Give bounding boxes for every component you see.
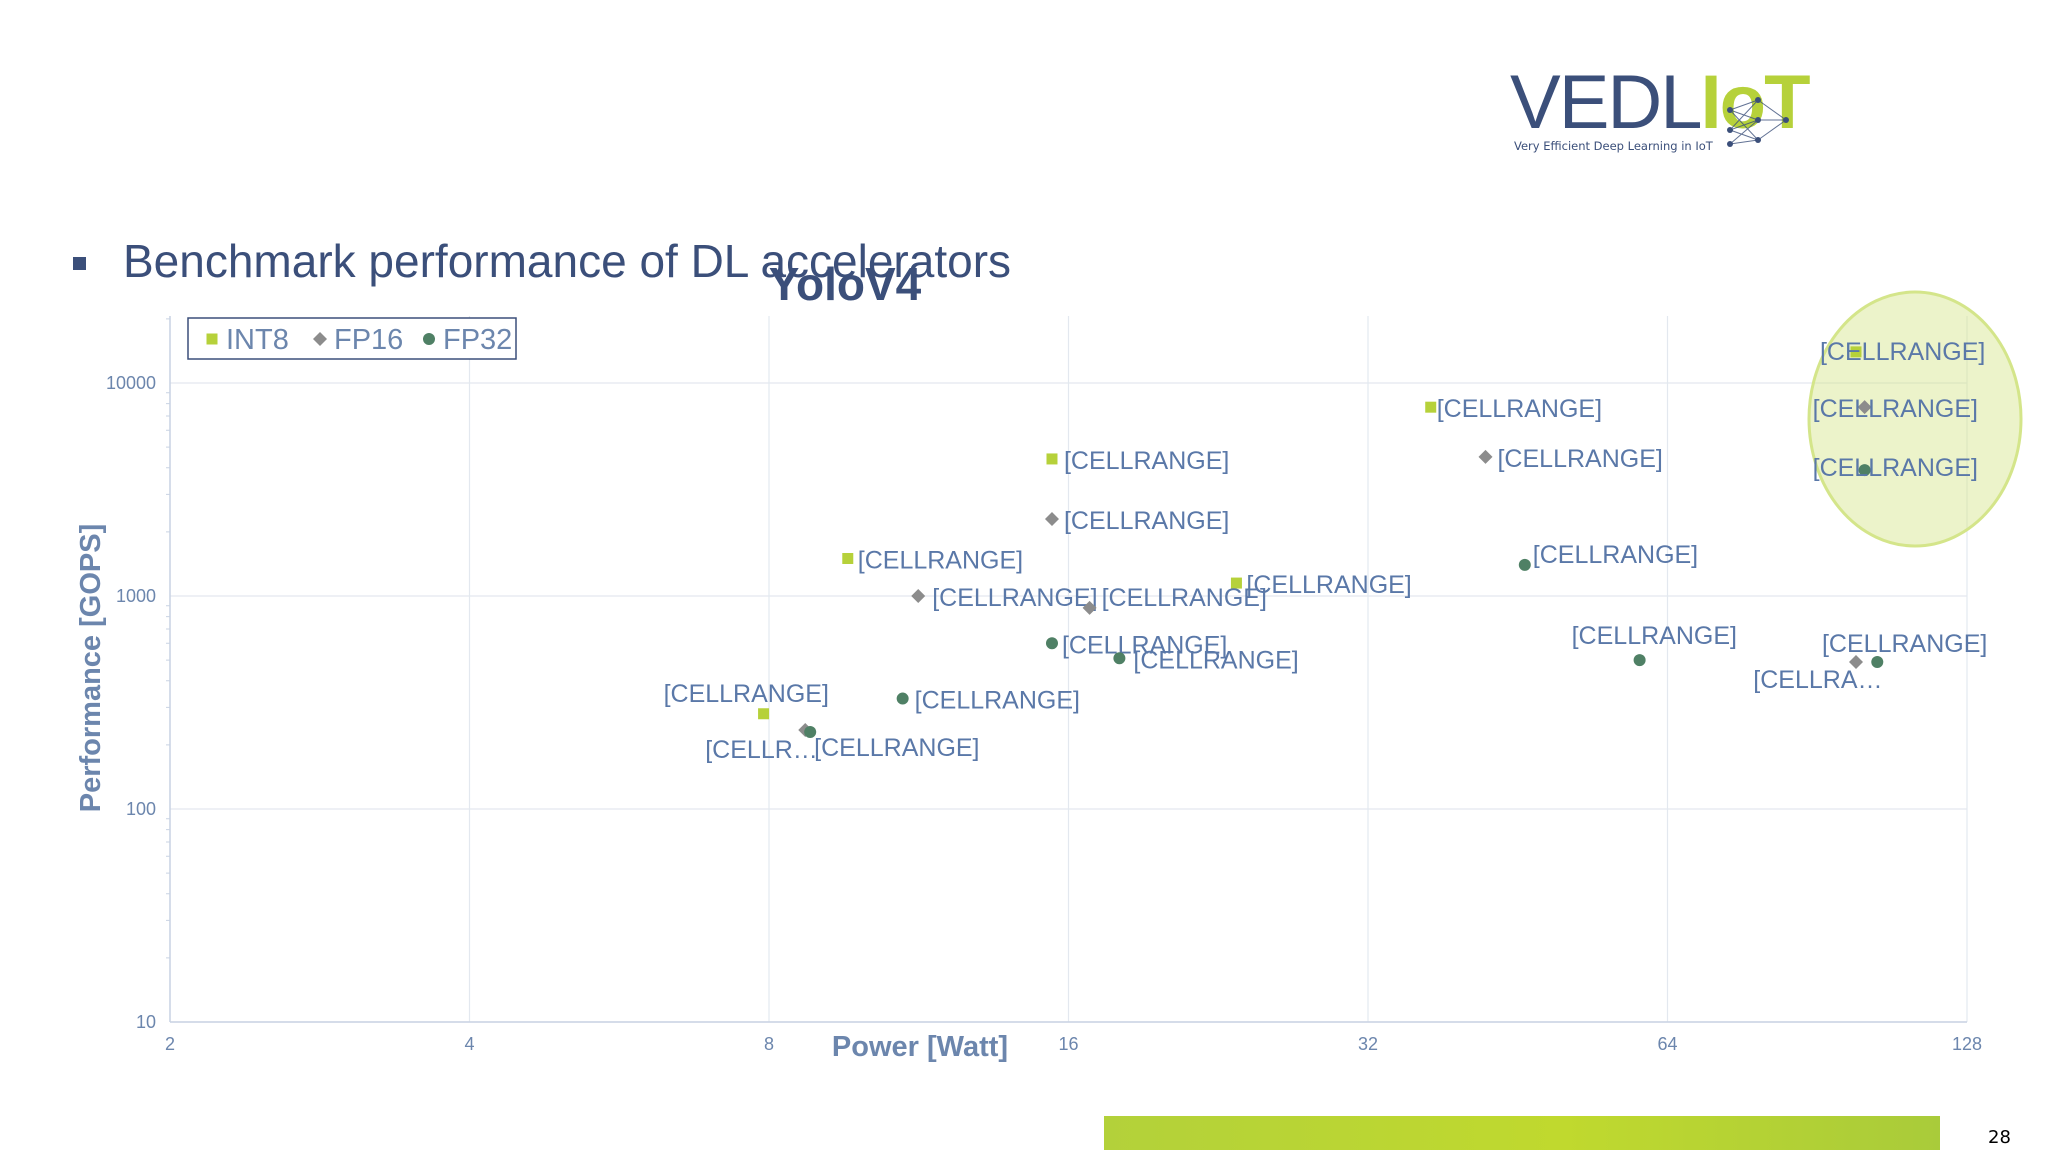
data-point [1045, 637, 1058, 650]
data-label: [CELLRANGE] [1813, 395, 1978, 423]
data-label: [CELLRANGE] [858, 546, 1023, 574]
data-label: [CELLRANGE] [664, 680, 829, 708]
data-label: [CELLRANGE] [1813, 454, 1978, 482]
legend-label: INT8 [226, 324, 289, 356]
x-tick-label: 128 [1952, 1034, 1982, 1054]
series-int8: [CELLRANGE][CELLRANGE][CELLRANGE][CELLRA… [664, 338, 1985, 720]
data-label: [CELLRANGE] [1820, 338, 1985, 366]
logo-tagline: Very Efficient Deep Learning in IoT [1514, 139, 1713, 153]
data-label: [CELLRANGE] [1064, 447, 1229, 475]
data-point [1044, 511, 1059, 526]
data-point [1848, 654, 1863, 669]
x-tick-label: 32 [1358, 1034, 1378, 1054]
legend-label: FP32 [443, 324, 512, 356]
neural-network-icon [1727, 97, 1789, 147]
heading-text: Benchmark performance of DL accelerators [123, 235, 1012, 287]
legend-box [187, 317, 517, 360]
highlight-ellipse [1807, 290, 2023, 548]
data-point [842, 552, 854, 564]
legend-label: FP16 [334, 324, 403, 356]
data-label: [CELLRANGE] [1497, 445, 1662, 473]
legend-marker [206, 333, 218, 345]
data-point [1850, 346, 1862, 358]
data-point [1113, 652, 1126, 665]
y-axis-title: Performance [GOPS] [75, 524, 107, 812]
data-point [758, 708, 770, 720]
y-tick-label: 10000 [106, 373, 156, 393]
grid-lines [169, 316, 1968, 1023]
data-point [911, 589, 926, 603]
data-point [1046, 453, 1058, 465]
page-number: 28 [1988, 1127, 2011, 1148]
y-minor-ticks [166, 318, 170, 959]
y-tick-label: 10 [136, 1012, 156, 1032]
data-label: [CELLRANGE] [1102, 584, 1267, 612]
x-tick-label: 64 [1657, 1034, 1677, 1054]
x-tick-label: 4 [464, 1034, 474, 1054]
data-label: [CELLRANGE] [1822, 630, 1987, 658]
data-label: [CELLR… [705, 736, 818, 764]
x-tick-label: 2 [165, 1034, 175, 1054]
bullet-square-icon [73, 257, 86, 270]
data-label: [CELLRANGE] [1572, 622, 1737, 650]
vedliot-logo: VEDLIoT Very Efficient Deep Learning in … [1510, 60, 1811, 162]
data-label: [CELLRANGE] [1064, 507, 1229, 535]
data-label: [CELLRANGE] [814, 734, 979, 762]
chart-legend: INT8 FP16 FP32 [187, 317, 517, 360]
data-point [1518, 558, 1531, 571]
y-tick-label: 100 [126, 799, 156, 819]
data-point [1082, 600, 1097, 615]
data-label: [CELLRANGE] [1133, 646, 1298, 674]
data-label: [CELLRANGE] [1533, 541, 1698, 569]
data-label: [CELLRANGE] [915, 687, 1080, 715]
data-label: [CELLRA… [1753, 666, 1882, 694]
data-label: [CELLRANGE] [1437, 395, 1602, 423]
data-point [1425, 401, 1437, 413]
x-tick-label: 8 [764, 1034, 774, 1054]
data-point [896, 692, 909, 705]
data-point [1230, 577, 1242, 589]
data-label: [CELLRANGE] [1246, 571, 1411, 599]
legend-marker [313, 332, 327, 346]
y-tick-label: 1000 [116, 586, 156, 606]
data-point [1858, 464, 1871, 477]
logo-text-main: VEDL [1510, 60, 1703, 145]
data-point [1633, 654, 1646, 667]
series-fp16: [CELLR…[CELLRANGE][CELLRANGE][CELLRANGE]… [705, 395, 1987, 764]
data-point [1857, 400, 1872, 415]
data-label: [CELLRANGE] [932, 584, 1097, 612]
chart-title: YoloV4 [769, 258, 922, 310]
x-tick-label: 16 [1058, 1034, 1078, 1054]
footer-bar-fill [1104, 1116, 1940, 1150]
data-point [1871, 655, 1884, 668]
legend-marker [423, 333, 435, 345]
footer-accent-bar [1104, 1116, 1940, 1150]
series-fp32: [CELLRANGE][CELLRANGE][CELLRANGE][CELLRA… [804, 454, 1978, 762]
data-point [804, 725, 817, 738]
x-axis-title: Power [Watt] [832, 1031, 1008, 1063]
data-point [1478, 449, 1493, 464]
data-label: [CELLRANGE] [1062, 631, 1227, 659]
